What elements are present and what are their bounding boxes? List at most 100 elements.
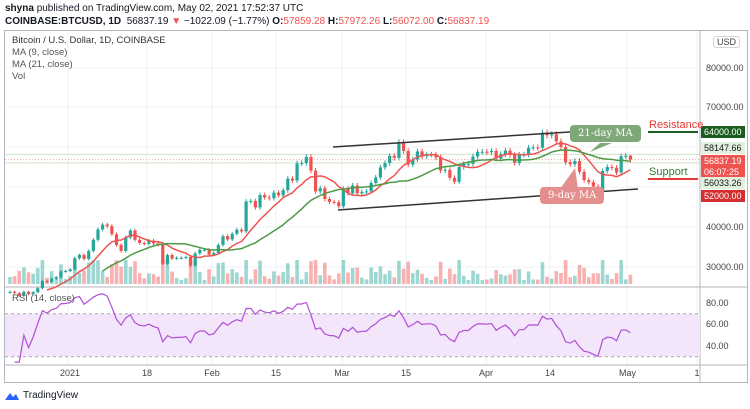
volume-bar	[142, 278, 147, 284]
volume-bar	[596, 273, 600, 284]
volume-bar	[77, 272, 82, 284]
volume-bar	[156, 276, 160, 284]
volume-bar	[582, 267, 586, 284]
candle-body	[614, 167, 619, 173]
volume-bar	[452, 274, 457, 284]
volume-bar	[299, 279, 304, 284]
volume-bar	[448, 268, 452, 284]
candle-body	[443, 169, 447, 171]
candle-body	[471, 156, 475, 164]
candle-body	[346, 188, 350, 194]
volume-bar	[438, 261, 443, 284]
candle-body	[577, 161, 582, 172]
candle-body	[480, 151, 484, 153]
candle-body	[295, 163, 299, 181]
volume-bar	[406, 261, 410, 284]
candle-body	[50, 278, 54, 282]
candle-body	[26, 291, 31, 295]
volume-bar	[485, 279, 489, 284]
candle-body	[267, 197, 271, 199]
currency-button[interactable]: USD	[713, 36, 741, 48]
candle-body	[540, 132, 545, 148]
symbol-bar: COINBASE:BTCUSD, 1D 56837.19 ▼ −1022.09 …	[5, 16, 489, 27]
legend-rsi[interactable]: RSI (14, close)	[12, 293, 75, 304]
price-axis-label: 40000.00	[706, 222, 744, 232]
candle-body	[272, 192, 276, 199]
candle-body	[170, 255, 174, 259]
ma21-line	[102, 149, 631, 272]
candle-body	[601, 171, 605, 191]
publisher[interactable]: shyna	[5, 3, 34, 14]
volume-bar	[82, 270, 86, 284]
candle-body	[212, 253, 216, 255]
candle-body	[175, 257, 179, 259]
candle-body	[230, 233, 234, 240]
candle-body	[165, 255, 170, 264]
volume-bar	[350, 268, 355, 284]
volume-bar	[267, 278, 272, 284]
volume-bar	[105, 277, 110, 284]
volume-bar	[605, 274, 610, 284]
volume-bar	[332, 279, 336, 284]
candle-body	[489, 151, 494, 153]
volume-bar	[577, 264, 582, 284]
volume-bar	[253, 269, 258, 284]
volume-bar	[480, 280, 485, 284]
volume-bar	[239, 276, 244, 284]
down-arrow-icon: ▼	[171, 16, 182, 27]
legend-ma9[interactable]: MA (9, close)	[12, 47, 68, 58]
candle-body	[628, 155, 633, 160]
volume-bar	[216, 263, 221, 284]
legend-ma21[interactable]: MA (21, close)	[12, 59, 73, 70]
volume-bar	[420, 273, 424, 284]
volume-bar	[364, 279, 369, 284]
volume-bar	[26, 272, 31, 284]
candle-body	[119, 245, 123, 251]
candle-body	[73, 258, 77, 270]
candle-body	[452, 177, 457, 182]
open-value: 57859.28	[283, 16, 326, 27]
volume-bar	[198, 272, 202, 284]
volume-bar	[475, 273, 480, 284]
candle-body	[309, 157, 313, 171]
symbol: COINBASE:BTCUSD, 1D	[5, 16, 122, 27]
candle-body	[355, 185, 359, 194]
price-axis-label: 30000.00	[706, 262, 744, 272]
legend-vol[interactable]: Vol	[12, 71, 26, 82]
volume-bar	[91, 260, 96, 284]
tradingview-logo[interactable]: TradingView	[4, 390, 78, 401]
volume-bar	[531, 279, 535, 284]
time-axis-label: Feb	[204, 368, 220, 378]
volume-bar	[286, 263, 290, 284]
publish-info: shyna published on TradingView.com, May …	[5, 3, 303, 14]
volume-bar	[225, 273, 230, 284]
candle-body	[244, 201, 248, 232]
volume-bar	[387, 270, 392, 284]
volume-bar	[457, 260, 461, 284]
support-label: Support	[649, 166, 688, 178]
volume-bar	[235, 272, 239, 284]
volume-bar	[369, 267, 373, 284]
candle-body	[8, 291, 12, 293]
volume-bar	[355, 267, 360, 284]
candle-body	[91, 239, 95, 251]
candle-body	[360, 191, 364, 194]
last-price-tag: 56837.19 06:07:25	[701, 155, 745, 179]
candle-body	[101, 224, 105, 230]
candle-body	[587, 180, 591, 183]
volume-bar	[128, 266, 133, 284]
rsi-axis-label: 80.00	[706, 298, 729, 308]
candle-body	[415, 151, 420, 160]
volume-bar	[272, 271, 276, 284]
candle-body	[466, 163, 470, 165]
candle-body	[564, 147, 568, 163]
candle-body	[184, 257, 188, 258]
volume-bar	[614, 273, 619, 284]
ma9-price-tag: 56033.26	[701, 177, 745, 189]
volume-bar	[471, 270, 475, 284]
volume-bar	[147, 273, 151, 284]
volume-bar	[188, 260, 193, 284]
time-axis-label: 18	[141, 368, 152, 378]
chart-frame[interactable]	[4, 30, 748, 383]
